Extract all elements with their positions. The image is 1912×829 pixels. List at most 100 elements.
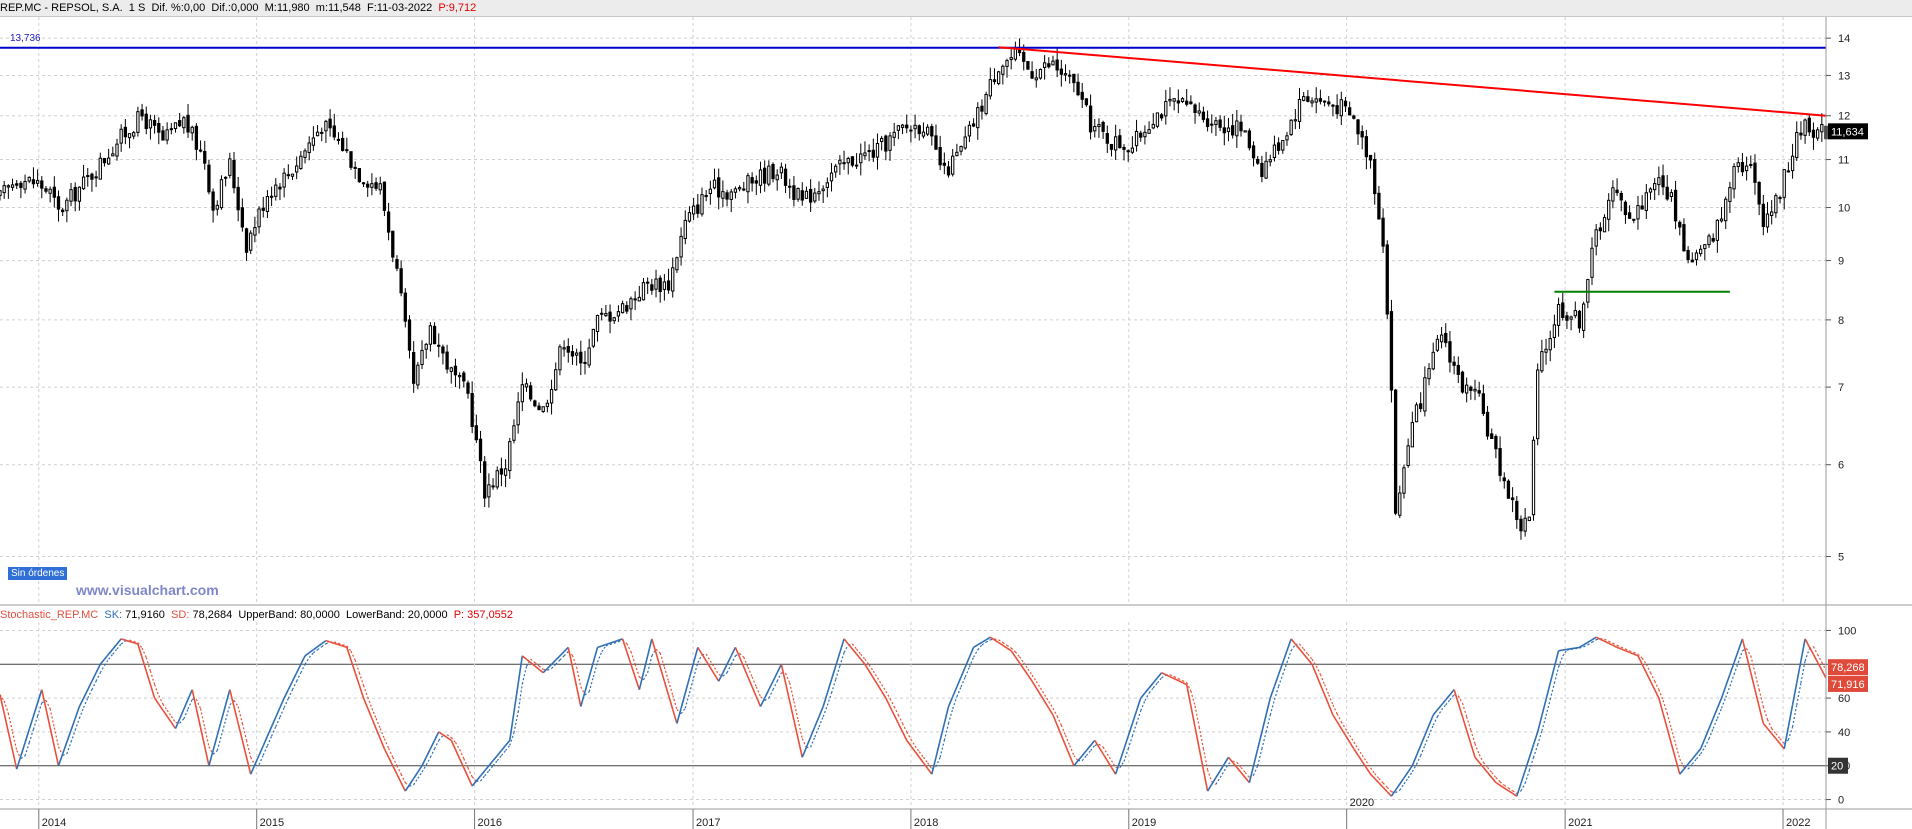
sk-segment [1102,753,1108,762]
sd-segment [868,664,874,672]
candle-down [566,346,570,353]
candle-up [311,137,316,146]
sk-segment [1670,743,1677,760]
price-grid [0,17,1826,604]
candle-up [274,184,278,197]
sk-segment [1499,784,1505,789]
candle-down [336,138,341,141]
candle-down [123,126,128,138]
sd-segment [1073,755,1079,762]
candle-up [1669,192,1674,198]
sk-segment [1236,766,1242,773]
sd-segment [325,641,331,645]
sd-segment [605,643,611,647]
year-tick-label: 2019 [1132,817,1156,829]
sk-segment [1353,748,1359,756]
sd-segment [334,641,339,644]
candle-up [495,470,499,488]
sd-segment [1796,682,1802,705]
candle-down [94,176,98,179]
price-tick-label: 8 [1838,315,1844,327]
sk-segment [546,663,553,670]
sk-segment [1733,650,1740,663]
sk-segment [1470,743,1476,758]
sk-segment [834,652,841,667]
sk-segment [82,689,89,699]
candle-down [1368,154,1373,161]
candle-up [616,311,621,317]
sd-segment [362,685,369,698]
sk-segment [45,708,51,728]
sd-segment [1223,763,1229,772]
sk-segment [1106,760,1113,768]
candle-up [1653,183,1657,191]
sd-segment [1474,743,1480,755]
candle-up [758,169,763,186]
sd-segment [697,654,703,663]
sd-segment [601,645,607,653]
upperband-label: UpperBand: [238,609,298,621]
candle-up [671,267,675,292]
candle-down [1231,125,1235,136]
candle-up [148,119,153,129]
candle-up [290,173,295,177]
candle-up [1774,195,1778,214]
candle-down [763,167,767,184]
axes-layer: 5678910111213140204060801002014201520162… [0,17,1912,829]
sd-segment [688,677,695,694]
candle-up [65,199,69,212]
candle-up [637,296,641,302]
candle-down [1661,175,1665,188]
candle-up [428,325,433,345]
sk-segment [893,714,900,724]
candle-down [1811,129,1816,138]
sd-segment [1119,761,1125,769]
price-tick-label: 13 [1838,70,1850,82]
sk-segment [1666,728,1673,744]
sk-segment [1808,646,1815,655]
sk-segment [1461,716,1468,731]
sd-segment [1307,653,1313,660]
sk-segment [1031,680,1037,689]
sk-value-tag: 71,916 [1831,679,1865,691]
sd-segment [108,653,114,660]
orders-status-badge[interactable]: Sin órdenes [8,567,68,580]
sk-value-tag-bg [1828,675,1868,692]
sd-segment [1403,777,1409,785]
sd-segment [630,651,636,665]
candle-up [228,158,232,176]
sk-segment [1779,743,1785,750]
sd-segment [1178,678,1183,682]
sd-segment [1461,702,1468,717]
sd-segment [45,700,51,709]
sk-segment [880,690,887,699]
candle-down [357,168,361,183]
sk-segment [1256,731,1263,750]
sk-segment [1457,702,1464,717]
sk-segment [1724,674,1731,687]
candle-down [1753,162,1757,183]
sk-segment [1282,650,1288,663]
oscillator-tick-label: 100 [1838,625,1856,637]
sd-segment [1395,789,1401,794]
sk-segment [738,656,745,668]
sd-segment [1621,646,1626,650]
candle-down [1055,59,1059,71]
sd-segment [1708,728,1714,739]
max-value: 11,980 [276,2,310,14]
candle-down [240,207,245,228]
sk-segment [41,689,47,709]
dif-label: Dif.: [211,2,231,14]
candle-down [1673,189,1678,222]
sd-segment [1144,692,1150,701]
candle-down [470,393,474,428]
sk-segment [129,640,134,644]
candle-up [825,182,829,188]
sd-segment [1691,758,1697,765]
sk-segment [1211,777,1217,785]
sk-segment [671,709,678,724]
candle-down [1247,130,1252,149]
sd-segment [1524,770,1530,784]
sd-segment [1365,761,1372,769]
